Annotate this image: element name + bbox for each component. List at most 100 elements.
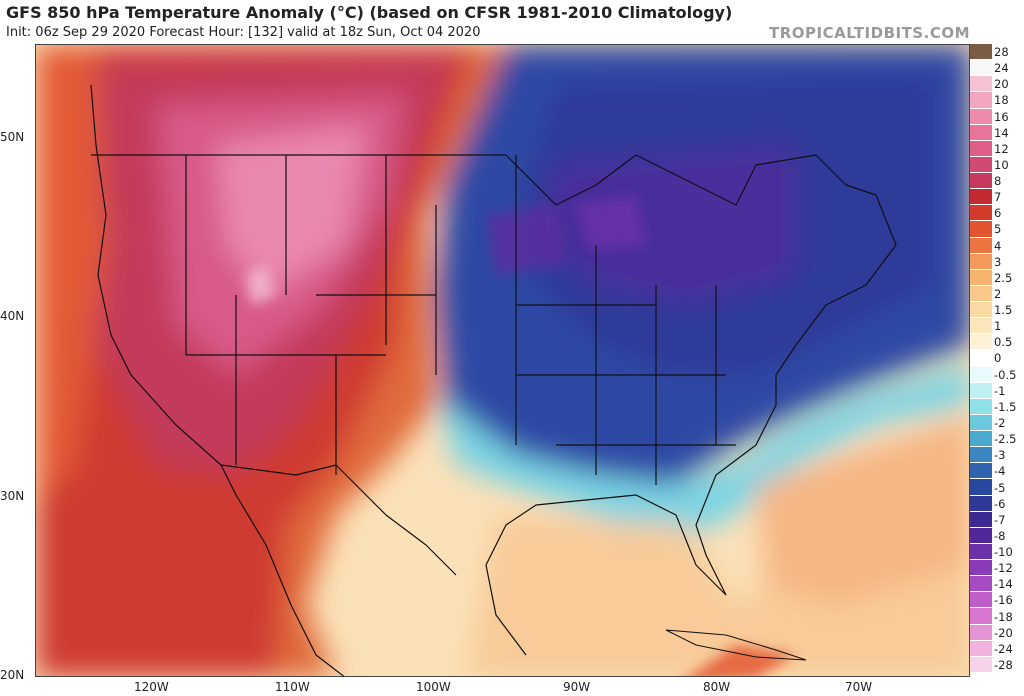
colorbar-swatch xyxy=(970,414,992,431)
colorbar-level: 20 xyxy=(970,76,1024,93)
colorbar-level: -5 xyxy=(970,479,1024,496)
colorbar-swatch xyxy=(970,44,992,60)
colorbar-level: 4 xyxy=(970,237,1024,254)
colorbar-swatch xyxy=(970,124,992,140)
colorbar-swatch xyxy=(970,285,992,302)
colorbar-label: -28 xyxy=(994,657,1013,672)
colorbar-level: -2 xyxy=(970,414,1024,432)
colorbar-level: -1 xyxy=(970,382,1024,399)
colorbar-label: -0.5 xyxy=(994,367,1017,382)
colorbar-level: -18 xyxy=(970,608,1024,625)
lat-label-20n: 20N xyxy=(0,668,25,682)
brand-watermark[interactable]: TROPICALTIDBITS.COM xyxy=(769,24,970,42)
colorbar-swatch xyxy=(970,350,992,366)
colorbar-label: 28 xyxy=(994,45,1009,60)
colorbar-level: 14 xyxy=(970,124,1024,141)
colorbar-swatch xyxy=(970,269,992,285)
lon-label-120w: 120W xyxy=(134,680,169,694)
colorbar-label: 2.5 xyxy=(994,270,1013,285)
colorbar-level: 1.5 xyxy=(970,302,1024,319)
colorbar-swatch xyxy=(970,173,992,189)
colorbar-swatch xyxy=(970,463,992,479)
colorbar-level: -16 xyxy=(970,592,1024,609)
colorbar-swatch xyxy=(970,511,992,527)
colorbar-swatch xyxy=(970,608,992,624)
colorbar-label: -20 xyxy=(994,625,1013,640)
colorbar-level: -3 xyxy=(970,447,1024,464)
colorbar-label: 1.5 xyxy=(994,303,1013,318)
colorbar-swatch xyxy=(970,108,992,124)
colorbar-level: -6 xyxy=(970,495,1024,512)
colorbar-swatch xyxy=(970,92,992,108)
colorbar-swatch xyxy=(970,656,992,672)
colorbar-label: -24 xyxy=(994,641,1013,656)
colorbar-level: 1 xyxy=(970,318,1024,335)
colorbar-level: 0.5 xyxy=(970,334,1024,351)
colorbar-swatch xyxy=(970,560,992,576)
colorbar-label: 18 xyxy=(994,93,1009,108)
lon-label-100w: 100W xyxy=(416,680,451,694)
colorbar-label: -6 xyxy=(994,496,1006,511)
colorbar-label: -7 xyxy=(994,512,1006,527)
colorbar-swatch xyxy=(970,76,992,92)
colorbar-swatch xyxy=(970,156,992,173)
colorbar-label: 6 xyxy=(994,206,1002,221)
colorbar-label: 8 xyxy=(994,174,1002,189)
colorbar-level: -2.5 xyxy=(970,431,1024,448)
colorbar-label: 10 xyxy=(994,157,1009,172)
colorbar-label: -2 xyxy=(994,416,1006,430)
map-title: GFS 850 hPa Temperature Anomaly (°C) (ba… xyxy=(6,3,733,22)
lat-label-30n: 30N xyxy=(0,489,25,503)
colorbar-swatch xyxy=(970,495,992,511)
colorbar-level: -7 xyxy=(970,511,1024,528)
colorbar-label: 24 xyxy=(994,61,1009,76)
colorbar-level: 10 xyxy=(970,156,1024,174)
colorbar-level: 8 xyxy=(970,173,1024,190)
colorbar-swatch xyxy=(970,334,992,350)
lat-label-40n: 40N xyxy=(0,309,25,323)
colorbar-level: 2.5 xyxy=(970,269,1024,286)
colorbar-label: 12 xyxy=(994,141,1009,156)
colorbar-swatch xyxy=(970,221,992,237)
lon-label-110w: 110W xyxy=(275,680,310,694)
colorbar-swatch xyxy=(970,60,992,76)
lon-label-70w: 70W xyxy=(845,680,873,694)
anomaly-map[interactable] xyxy=(35,44,970,677)
colorbar-level: 2 xyxy=(970,285,1024,303)
colorbar-swatch xyxy=(970,592,992,608)
colorbar-label: 2 xyxy=(994,286,1002,301)
colorbar-label: 4 xyxy=(994,238,1002,253)
colorbar-level: 18 xyxy=(970,92,1024,109)
colorbar-swatch xyxy=(970,479,992,495)
colorbar-swatch xyxy=(970,237,992,253)
colorbar-label: -14 xyxy=(994,577,1013,592)
colorbar-swatch xyxy=(970,253,992,269)
colorbar-swatch xyxy=(970,318,992,334)
colorbar-level: -14 xyxy=(970,576,1024,593)
colorbar-swatch xyxy=(970,382,992,398)
colorbar-level: -8 xyxy=(970,527,1024,544)
colorbar-level: -28 xyxy=(970,656,1024,673)
colorbar-label: 7 xyxy=(994,190,1002,205)
colorbar-swatch xyxy=(970,189,992,205)
colorbar-level: 16 xyxy=(970,108,1024,125)
forecast-info: Init: 06z Sep 29 2020 Forecast Hour: [13… xyxy=(6,25,481,40)
lon-label-90w: 90W xyxy=(563,680,591,694)
colorbar-level: 5 xyxy=(970,221,1024,238)
colorbar-swatch xyxy=(970,543,992,560)
colorbar-label: 5 xyxy=(994,222,1002,237)
colorbar-level: -24 xyxy=(970,640,1024,657)
colorbar-label: -4 xyxy=(994,464,1006,479)
colorbar-swatch xyxy=(970,140,992,156)
colorbar-level: -0.5 xyxy=(970,366,1024,383)
colorbar-level: 0 xyxy=(970,350,1024,367)
colorbar-label: -2.5 xyxy=(994,432,1017,447)
colorbar-label: -16 xyxy=(994,593,1013,608)
colorbar-swatch xyxy=(970,398,992,414)
colorbar-label: -10 xyxy=(994,545,1013,560)
colorbar-level: -4 xyxy=(970,463,1024,480)
colorbar-label: -1 xyxy=(994,383,1006,398)
colorbar-swatch xyxy=(970,447,992,463)
colorbar-level: -10 xyxy=(970,543,1024,561)
colorbar-label: 0 xyxy=(994,351,1002,366)
